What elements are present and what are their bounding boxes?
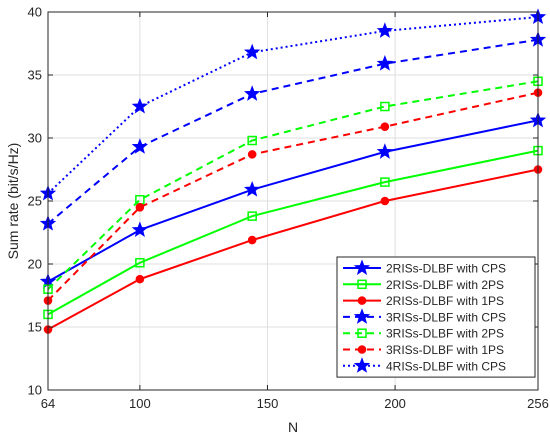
data-point — [243, 85, 261, 101]
data-point — [376, 143, 394, 159]
series-line — [47, 80, 539, 290]
plot-frame — [47, 11, 539, 391]
legend: 2RISs-DLBF with CPS 2RISs-DLBF with 2PS 2R… — [336, 256, 536, 378]
x-tick-label: 256 — [527, 396, 549, 411]
y-tick-label: 25 — [28, 194, 42, 209]
tick-labels: 64 100 150 200 256 10 15 20 25 30 35 40 — [28, 5, 549, 412]
grid — [48, 12, 538, 390]
data-point — [131, 138, 149, 154]
legend-marker — [357, 279, 367, 290]
legend-marker — [353, 357, 371, 373]
x-axis-label: N — [288, 419, 298, 435]
y-tick-label: 35 — [28, 68, 42, 83]
data-point — [135, 274, 145, 284]
x-tick-label: 64 — [41, 396, 55, 411]
legend-label: 2RISs-DLBF with 2PS — [386, 278, 504, 292]
legend-marker — [353, 259, 371, 275]
data-point — [135, 203, 145, 212]
legend-item: 2RISs-DLBF with CPS — [343, 259, 506, 276]
data-point — [131, 221, 149, 237]
legend-label: 3RISs-DLBF with CPS — [386, 310, 506, 324]
legend-marker — [357, 296, 367, 305]
series-line — [47, 149, 539, 316]
x-tick-label: 100 — [129, 396, 151, 411]
data-point — [376, 22, 394, 38]
data-point — [380, 101, 390, 112]
y-tick-label: 30 — [28, 131, 42, 146]
legend-item: 4RISs-DLBF with CPS — [343, 357, 506, 373]
axes — [47, 11, 539, 391]
legend-label: 4RISs-DLBF with CPS — [386, 359, 506, 373]
legend-item: 3RISs-DLBF with 1PS — [343, 343, 504, 357]
data-point — [247, 135, 257, 146]
legend-marker — [357, 328, 367, 338]
legend-item: 3RISs-DLBF with 2PS — [343, 327, 504, 341]
data-point — [380, 122, 390, 131]
y-tick-label: 40 — [28, 5, 42, 20]
data-point — [380, 177, 390, 187]
series-layer — [39, 8, 547, 334]
data-point — [243, 43, 261, 60]
legend-label: 3RISs-DLBF with 1PS — [386, 343, 504, 357]
legend-marker — [353, 308, 371, 324]
data-point — [247, 235, 257, 245]
legend-item: 2RISs-DLBF with 2PS — [343, 278, 504, 292]
legend-item: 2RISs-DLBF with 1PS — [343, 294, 504, 308]
legend-label: 2RISs-DLBF with CPS — [386, 262, 506, 276]
data-point — [135, 257, 145, 268]
data-point — [380, 196, 390, 206]
legend-label: 2RISs-DLBF with 1PS — [386, 294, 504, 308]
series-3 — [43, 165, 543, 334]
legend-marker — [357, 345, 367, 354]
y-tick-label: 20 — [28, 257, 42, 272]
y-tick-label: 10 — [28, 383, 42, 398]
x-tick-label: 150 — [257, 396, 279, 411]
data-point — [247, 211, 257, 221]
data-point — [376, 55, 394, 71]
data-point — [247, 150, 257, 159]
y-axis-label: Sum rate (bit/s/Hz) — [5, 143, 21, 260]
y-tick-label: 15 — [28, 320, 42, 335]
data-point — [243, 181, 261, 197]
legend-label: 3RISs-DLBF with 2PS — [386, 327, 504, 341]
data-point — [131, 97, 149, 114]
legend-item: 3RISs-DLBF with CPS — [343, 308, 506, 324]
x-tick-label: 200 — [384, 396, 406, 411]
